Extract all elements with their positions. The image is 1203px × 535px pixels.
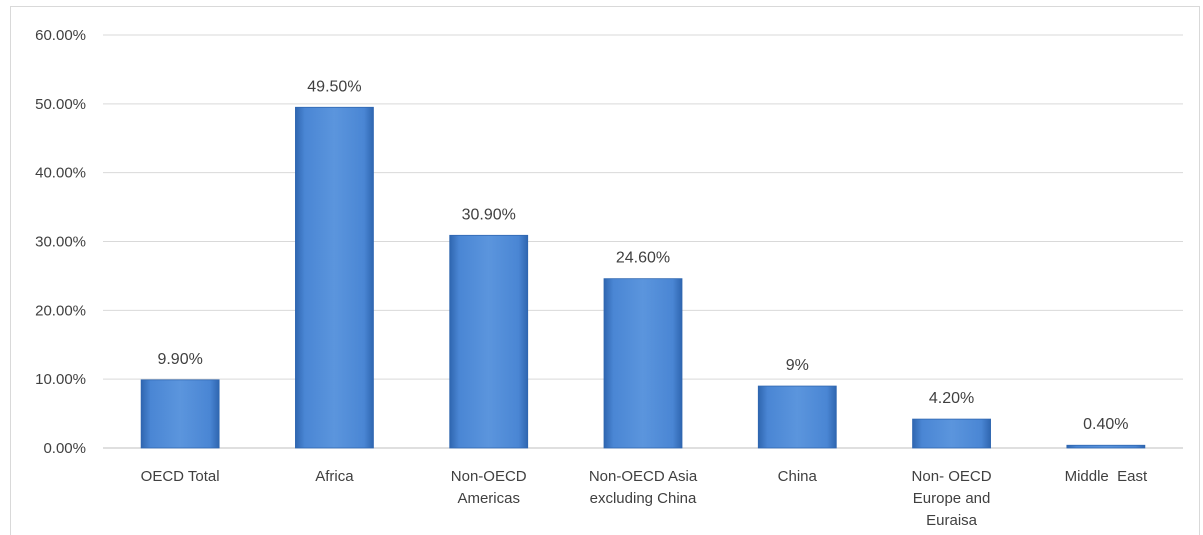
x-category-label-line: Non- OECD xyxy=(912,468,992,485)
data-label: 30.90% xyxy=(462,206,516,223)
x-category-label-line: OECD Total xyxy=(141,468,220,485)
y-tick-label: 20.00% xyxy=(35,302,86,319)
x-category-label: Non-OECD Americas xyxy=(451,468,527,507)
x-category-label: Non-OECD Asia excluding China xyxy=(589,468,698,507)
x-category-label-line: Middle East xyxy=(1065,468,1148,485)
data-label: 49.50% xyxy=(307,78,361,95)
x-category-label: OECD Total xyxy=(141,468,220,485)
x-category-label-line: Africa xyxy=(315,468,354,485)
bars xyxy=(140,106,1146,449)
bar xyxy=(140,379,220,449)
x-category-label: Non- OECD Europe and Euraisa xyxy=(912,468,992,529)
y-tick-label: 50.00% xyxy=(35,96,86,113)
y-tick-label: 40.00% xyxy=(35,165,86,182)
data-label: 9% xyxy=(786,357,809,374)
data-label: 24.60% xyxy=(616,250,670,267)
x-category-label: China xyxy=(778,468,818,485)
y-tick-label: 0.00% xyxy=(43,440,86,457)
data-label: 0.40% xyxy=(1083,416,1128,433)
y-axis-tick-labels: 0.00% 10.00% 20.00% 30.00% 40.00% 50.00% 60.00… xyxy=(35,27,86,457)
x-category-label-line: Americas xyxy=(457,490,520,507)
x-category-label: Africa xyxy=(315,468,354,485)
x-category-label-line: Europe and xyxy=(913,490,991,507)
x-category-label: Middle East xyxy=(1065,468,1148,485)
x-category-label-line: excluding China xyxy=(590,490,697,507)
bar xyxy=(912,418,991,449)
y-tick-label: 60.00% xyxy=(35,27,86,44)
chart-frame xyxy=(10,6,1200,535)
x-category-label-line: China xyxy=(778,468,818,485)
x-category-label-line: Non-OECD Asia xyxy=(589,468,698,485)
data-labels: 9.90% 49.50% 30.90% 24.60% 9% 4.20% 0.40% xyxy=(157,78,1128,433)
y-tick-label: 30.00% xyxy=(35,234,86,251)
x-category-label-line: Non-OECD xyxy=(451,468,527,485)
x-axis-category-labels: OECD Total Africa Non-OECD AmericasNon-OECD… xyxy=(141,468,1148,529)
y-tick-label: 10.00% xyxy=(35,371,86,388)
x-category-label-line: Euraisa xyxy=(926,512,978,529)
data-label: 4.20% xyxy=(929,390,974,407)
data-label: 9.90% xyxy=(157,351,202,368)
bar xyxy=(449,234,529,449)
bar xyxy=(1066,444,1146,449)
bar xyxy=(295,106,374,449)
bar xyxy=(603,278,683,449)
bar xyxy=(757,385,837,449)
